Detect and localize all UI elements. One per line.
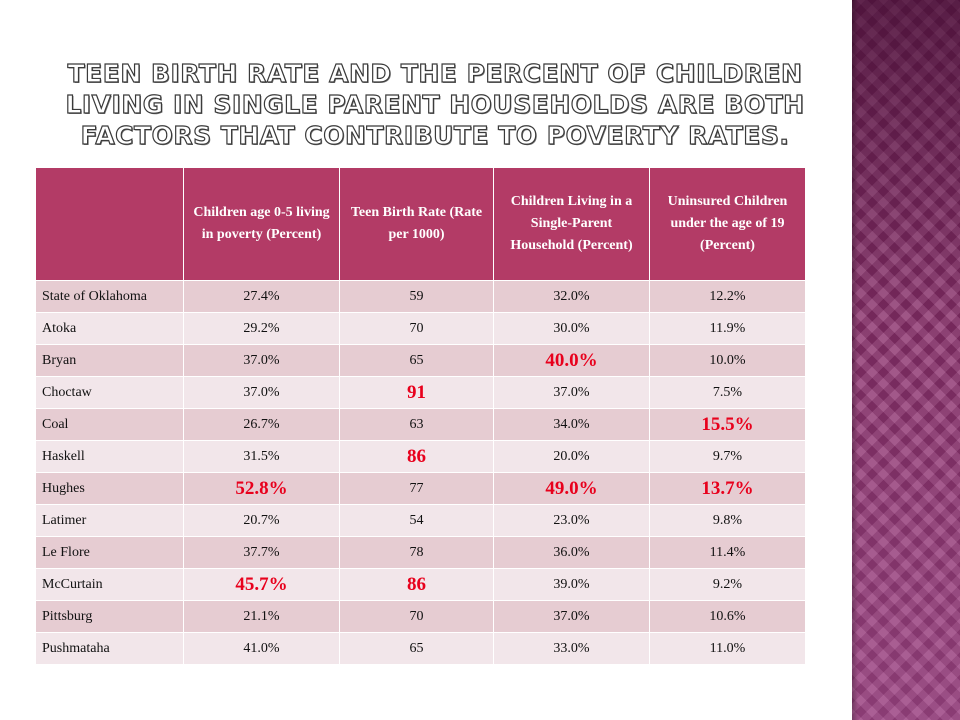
single-parent-cell: 37.0% [493, 600, 650, 633]
table-row: Pittsburg 21.1% 70 37.0% 10.6% [35, 600, 806, 633]
poverty-cell: 41.0% [183, 632, 340, 665]
table-row: Hughes 52.8% 77 49.0% 13.7% [35, 472, 806, 505]
county-name: Pushmataha [35, 632, 184, 665]
poverty-cell: 37.0% [183, 344, 340, 377]
table-row: Latimer 20.7% 54 23.0% 9.8% [35, 504, 806, 537]
table-row: Choctaw 37.0% 91 37.0% 7.5% [35, 376, 806, 409]
county-name: Haskell [35, 440, 184, 473]
poverty-cell: 27.4% [183, 280, 340, 313]
header-single-parent: Children Living in a Single-Parent House… [493, 167, 650, 281]
county-name: Coal [35, 408, 184, 441]
table-row: Pushmataha 41.0% 65 33.0% 11.0% [35, 632, 806, 665]
birth-rate-cell-highlighted: 86 [339, 440, 494, 473]
table-row: Haskell 31.5% 86 20.0% 9.7% [35, 440, 806, 473]
poverty-cell: 31.5% [183, 440, 340, 473]
slide-title: Teen birth rate and the percent of child… [65, 58, 805, 150]
single-parent-cell: 32.0% [493, 280, 650, 313]
county-name: Atoka [35, 312, 184, 345]
birth-rate-cell-highlighted: 91 [339, 376, 494, 409]
county-name: State of Oklahoma [35, 280, 184, 313]
uninsured-cell: 11.0% [649, 632, 806, 665]
poverty-cell-highlighted: 45.7% [183, 568, 340, 601]
table-row: Bryan 37.0% 65 40.0% 10.0% [35, 344, 806, 377]
county-data-table: Children age 0-5 living in poverty (Perc… [35, 167, 806, 665]
poverty-cell: 21.1% [183, 600, 340, 633]
poverty-cell: 29.2% [183, 312, 340, 345]
county-name: Le Flore [35, 536, 184, 569]
uninsured-cell-highlighted: 15.5% [649, 408, 806, 441]
uninsured-cell: 9.7% [649, 440, 806, 473]
uninsured-cell: 10.0% [649, 344, 806, 377]
birth-rate-cell: 63 [339, 408, 494, 441]
table-row: Le Flore 37.7% 78 36.0% 11.4% [35, 536, 806, 569]
single-parent-cell: 39.0% [493, 568, 650, 601]
single-parent-cell: 36.0% [493, 536, 650, 569]
uninsured-cell: 7.5% [649, 376, 806, 409]
uninsured-cell: 9.2% [649, 568, 806, 601]
single-parent-cell: 20.0% [493, 440, 650, 473]
poverty-cell: 37.0% [183, 376, 340, 409]
side-panel-edge [852, 0, 858, 720]
side-panel-shade [852, 0, 960, 720]
single-parent-cell: 34.0% [493, 408, 650, 441]
single-parent-cell: 37.0% [493, 376, 650, 409]
single-parent-cell-highlighted: 49.0% [493, 472, 650, 505]
uninsured-cell: 11.4% [649, 536, 806, 569]
birth-rate-cell: 70 [339, 312, 494, 345]
poverty-cell: 37.7% [183, 536, 340, 569]
county-name: Hughes [35, 472, 184, 505]
birth-rate-cell: 70 [339, 600, 494, 633]
poverty-cell-highlighted: 52.8% [183, 472, 340, 505]
county-name: Choctaw [35, 376, 184, 409]
birth-rate-cell: 59 [339, 280, 494, 313]
poverty-cell: 20.7% [183, 504, 340, 537]
single-parent-cell: 30.0% [493, 312, 650, 345]
county-name: Latimer [35, 504, 184, 537]
table-row: State of Oklahoma 27.4% 59 32.0% 12.2% [35, 280, 806, 313]
county-name: Bryan [35, 344, 184, 377]
uninsured-cell: 10.6% [649, 600, 806, 633]
table-row: Coal 26.7% 63 34.0% 15.5% [35, 408, 806, 441]
single-parent-cell: 23.0% [493, 504, 650, 537]
birth-rate-cell: 77 [339, 472, 494, 505]
uninsured-cell: 11.9% [649, 312, 806, 345]
table-row: McCurtain 45.7% 86 39.0% 9.2% [35, 568, 806, 601]
table-header-row: Children age 0-5 living in poverty (Perc… [35, 167, 806, 281]
uninsured-cell: 9.8% [649, 504, 806, 537]
birth-rate-cell: 65 [339, 632, 494, 665]
table-row: Atoka 29.2% 70 30.0% 11.9% [35, 312, 806, 345]
county-name: McCurtain [35, 568, 184, 601]
header-uninsured: Uninsured Children under the age of 19 (… [649, 167, 806, 281]
poverty-cell: 26.7% [183, 408, 340, 441]
header-poverty: Children age 0-5 living in poverty (Perc… [183, 167, 340, 281]
single-parent-cell: 33.0% [493, 632, 650, 665]
header-county [35, 167, 184, 281]
uninsured-cell: 12.2% [649, 280, 806, 313]
birth-rate-cell: 65 [339, 344, 494, 377]
header-birth-rate: Teen Birth Rate (Rate per 1000) [339, 167, 494, 281]
birth-rate-cell: 54 [339, 504, 494, 537]
single-parent-cell-highlighted: 40.0% [493, 344, 650, 377]
birth-rate-cell-highlighted: 86 [339, 568, 494, 601]
county-name: Pittsburg [35, 600, 184, 633]
birth-rate-cell: 78 [339, 536, 494, 569]
uninsured-cell-highlighted: 13.7% [649, 472, 806, 505]
